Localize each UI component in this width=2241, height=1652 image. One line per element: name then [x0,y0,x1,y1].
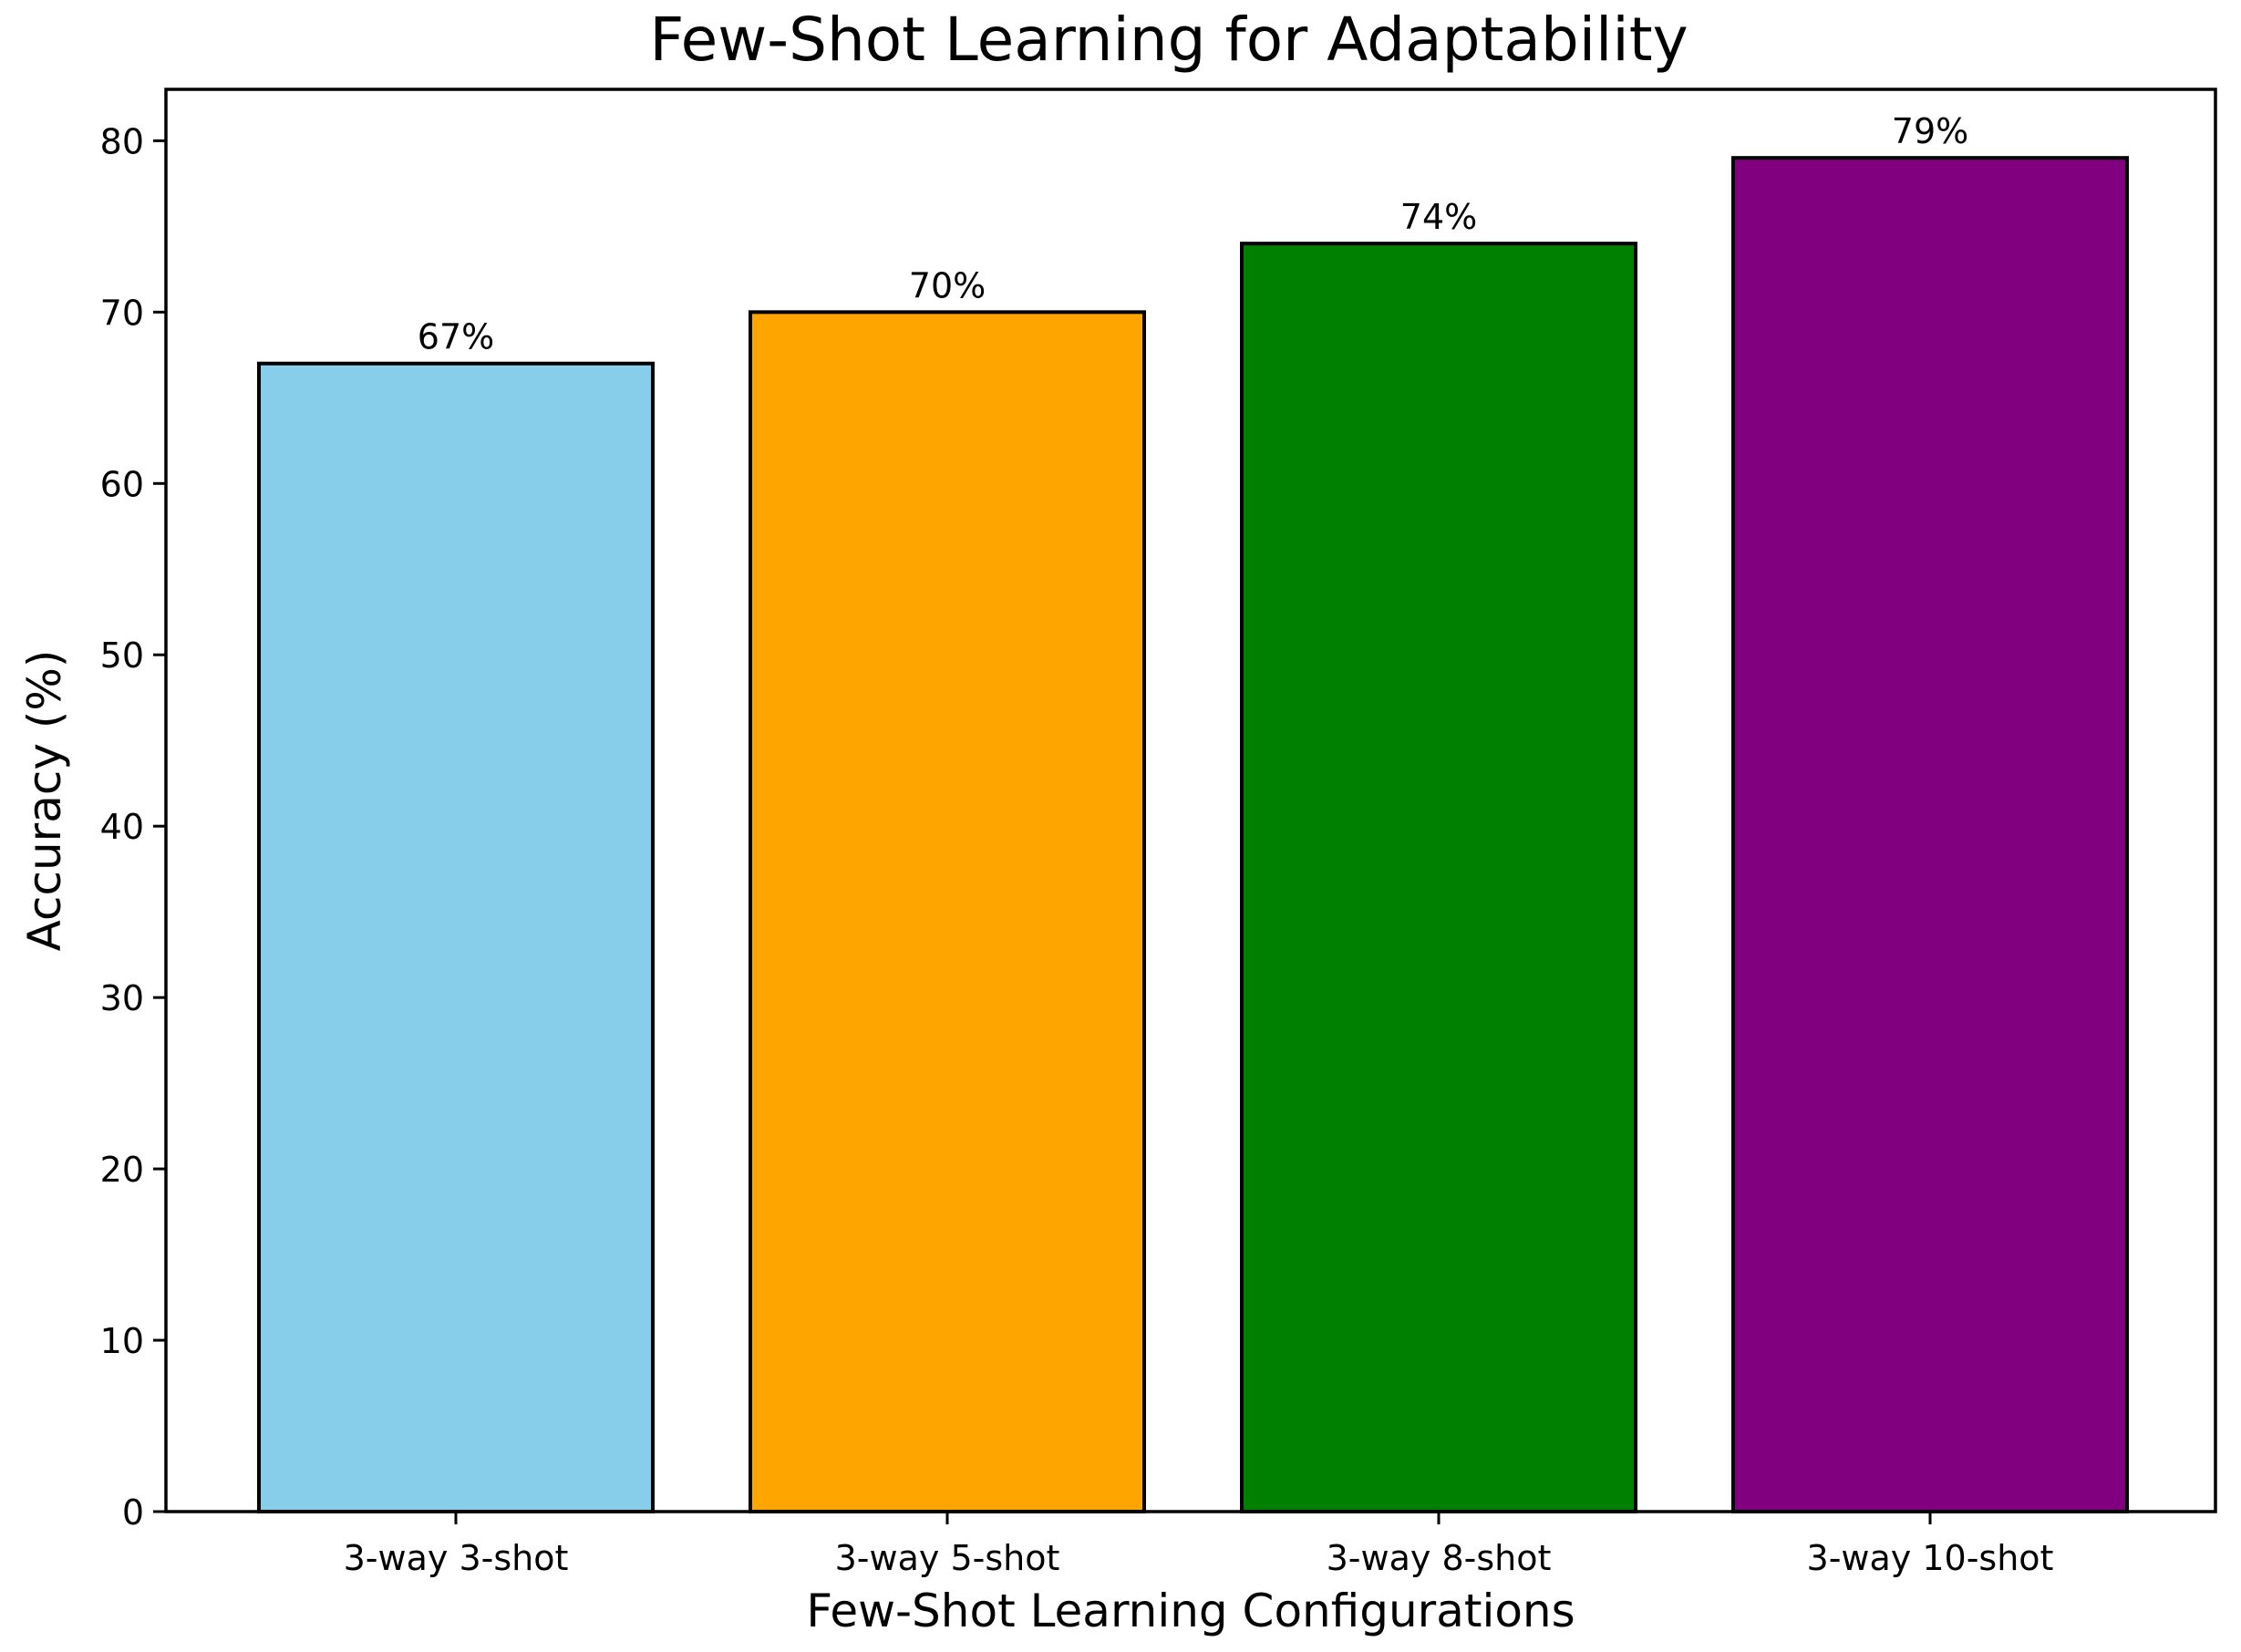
y-tick-label: 80 [100,121,144,161]
chart-title: Few-Shot Learning for Adaptability [649,5,1688,75]
y-tick-label: 50 [100,635,144,676]
data-label: 74% [1400,197,1477,237]
plot-area: 0 10 20 30 40 50 60 70 80 67% 3-way 3-shot 70% 3-way… [100,111,2129,1578]
data-label: 79% [1892,111,1968,151]
y-tick-label: 10 [100,1321,144,1361]
bar-1 [257,361,655,1513]
y-tick-label: 20 [100,1150,144,1190]
x-tick-label: 3-way 8-shot [1327,1538,1552,1578]
axes-frame [164,88,2217,1513]
y-tick-label: 30 [100,978,144,1018]
y-tick-label: 70 [100,293,144,333]
x-tick-label: 3-way 10-shot [1807,1538,2054,1578]
bar-2 [749,310,1146,1513]
data-label: 67% [418,317,494,357]
y-tick-label: 0 [122,1492,144,1533]
y-axis-label: Accuracy (%) [18,650,71,952]
bar-4 [1731,156,2129,1514]
bar-3 [1240,242,1637,1513]
x-axis-label: Few-Shot Learning Configurations [806,1585,1575,1637]
y-tick-label: 40 [100,807,144,847]
y-tick-label: 60 [100,464,144,504]
x-tick-label: 3-way 3-shot [344,1538,569,1578]
data-label: 70% [909,265,986,305]
x-tick-label: 3-way 5-shot [835,1538,1060,1578]
